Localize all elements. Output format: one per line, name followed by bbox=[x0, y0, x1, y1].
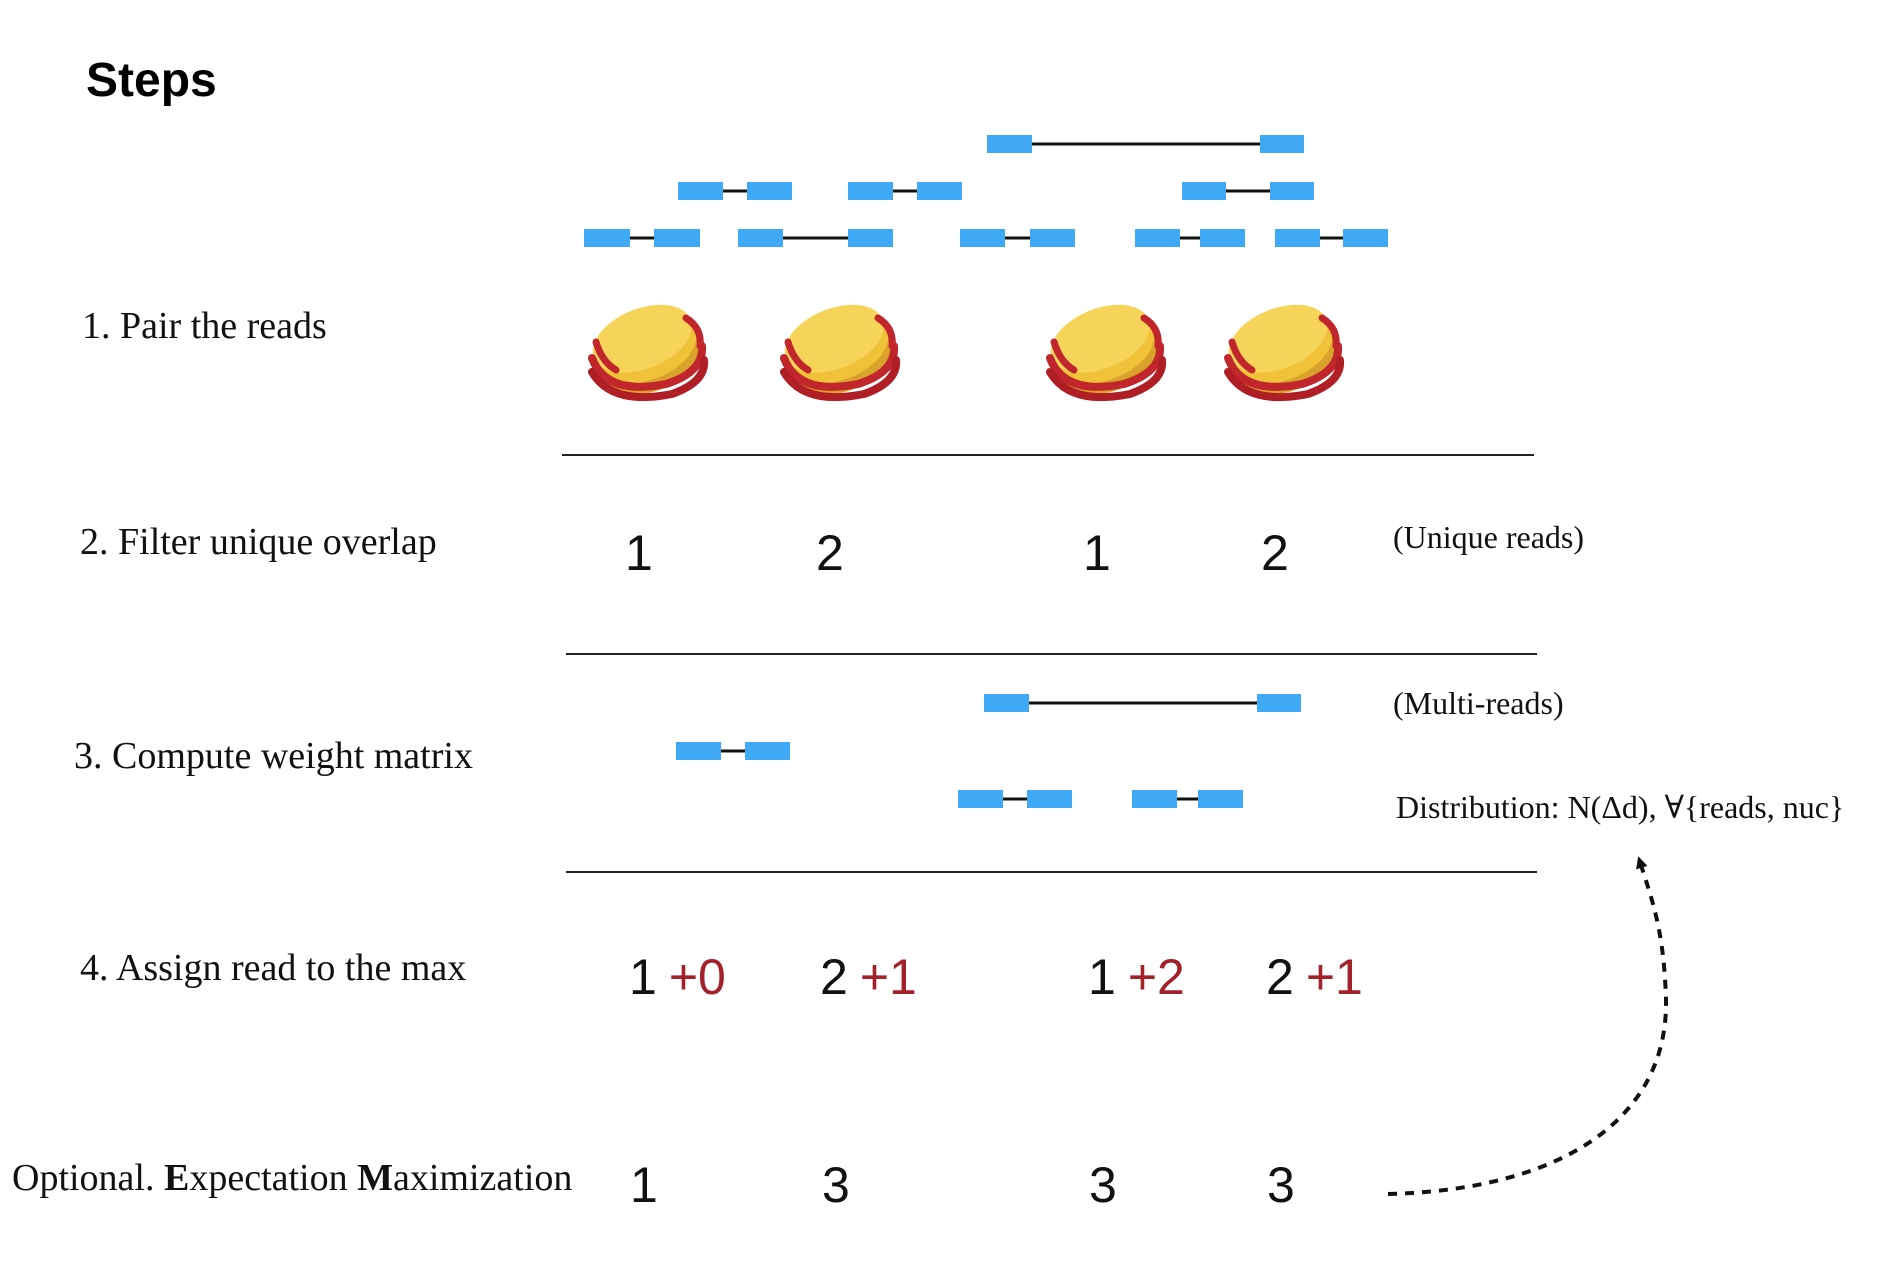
read-pair bbox=[1132, 790, 1243, 808]
count-value: 2 bbox=[816, 525, 844, 581]
nucleosome-icon bbox=[775, 291, 903, 408]
em-value: 1 bbox=[630, 1157, 658, 1213]
step3-multi-reads bbox=[676, 694, 1301, 808]
count-value: 1 bbox=[1083, 525, 1111, 581]
read-pair bbox=[984, 694, 1301, 712]
assigned-value: 1 +2 bbox=[1088, 949, 1185, 1005]
page-title: Steps bbox=[86, 54, 217, 107]
step-label-4: 4. Assign read to the max bbox=[80, 947, 466, 989]
em-value: 3 bbox=[822, 1157, 850, 1213]
read-pair bbox=[1275, 229, 1388, 247]
step1-read-pairs bbox=[584, 135, 1388, 247]
em-value: 3 bbox=[1089, 1157, 1117, 1213]
read-pair bbox=[678, 182, 792, 200]
step-label-optional: Optional. Expectation Maximization bbox=[12, 1157, 572, 1199]
assigned-value: 2 +1 bbox=[1266, 949, 1363, 1005]
em-value: 3 bbox=[1267, 1157, 1295, 1213]
count-value: 1 bbox=[625, 525, 653, 581]
multi-reads-note: (Multi-reads) bbox=[1393, 685, 1564, 721]
nucleosome-icon bbox=[1041, 291, 1169, 408]
step-label-1: 1. Pair the reads bbox=[82, 305, 327, 347]
assigned-value: 1 +0 bbox=[629, 949, 726, 1005]
step-label-2: 2. Filter unique overlap bbox=[80, 521, 437, 563]
step4-values: 1 +0 2 +1 1 +2 2 +1 bbox=[629, 949, 1363, 1005]
nucleosome-icon bbox=[1219, 291, 1347, 408]
read-pair bbox=[958, 790, 1072, 808]
step2-values: 1 2 1 2 bbox=[625, 525, 1289, 581]
step-label-3: 3. Compute weight matrix bbox=[74, 735, 473, 777]
unique-reads-note: (Unique reads) bbox=[1393, 519, 1584, 555]
read-pair bbox=[960, 229, 1075, 247]
read-pair bbox=[738, 229, 893, 247]
read-pair bbox=[1182, 182, 1314, 200]
nucleosome-icon bbox=[583, 291, 711, 408]
em-values: 1 3 3 3 bbox=[630, 1157, 1295, 1213]
distribution-note: Distribution: N(Δd), ∀{reads, nuc} bbox=[1396, 789, 1844, 825]
dashed-arrow-icon bbox=[1387, 856, 1669, 1196]
read-pair bbox=[987, 135, 1304, 153]
read-pair bbox=[584, 229, 700, 247]
assigned-value: 2 +1 bbox=[820, 949, 917, 1005]
nucleosomes bbox=[583, 291, 1347, 408]
read-pair bbox=[1135, 229, 1245, 247]
read-pair bbox=[676, 742, 790, 760]
count-value: 2 bbox=[1261, 525, 1289, 581]
read-pair bbox=[848, 182, 962, 200]
